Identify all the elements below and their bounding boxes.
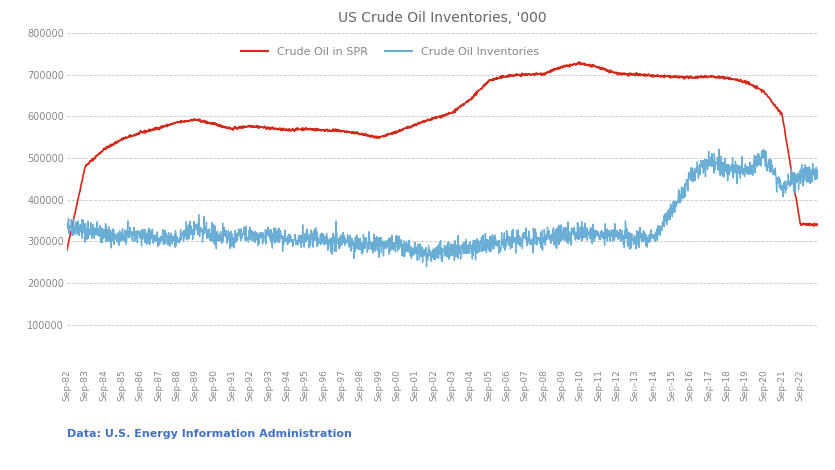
Text: Trade Like a Pro: Trade Like a Pro xyxy=(617,381,711,394)
Crude Oil in SPR xyxy=(707,73,717,79)
Crude Oil Inventories xyxy=(707,160,717,166)
Crude Oil in SPR xyxy=(441,113,451,118)
Crude Oil Inventories xyxy=(182,228,192,234)
Crude Oil in SPR xyxy=(273,126,283,132)
Crude Oil Inventories xyxy=(813,173,823,179)
Crude Oil in SPR xyxy=(227,126,237,132)
Crude Oil Inventories xyxy=(227,244,237,250)
Text: FxPro: FxPro xyxy=(621,335,706,360)
Text: Data: U.S. Energy Information Administration: Data: U.S. Energy Information Administra… xyxy=(67,429,352,439)
Crude Oil Inventories xyxy=(273,229,283,235)
Crude Oil Inventories xyxy=(706,164,716,170)
Crude Oil Inventories xyxy=(442,246,452,252)
Crude Oil in SPR xyxy=(706,74,716,79)
Crude Oil Inventories xyxy=(62,219,72,225)
Crude Oil in SPR xyxy=(62,248,72,253)
Line: Crude Oil in SPR: Crude Oil in SPR xyxy=(67,62,818,251)
Legend: Crude Oil in SPR, Crude Oil Inventories: Crude Oil in SPR, Crude Oil Inventories xyxy=(236,42,544,62)
Line: Crude Oil Inventories: Crude Oil Inventories xyxy=(67,149,818,266)
Crude Oil Inventories xyxy=(422,264,432,269)
Crude Oil in SPR xyxy=(813,222,823,227)
Crude Oil in SPR xyxy=(182,118,192,124)
Crude Oil in SPR xyxy=(574,59,584,65)
Crude Oil Inventories xyxy=(714,147,724,152)
Title: US Crude Oil Inventories, '000: US Crude Oil Inventories, '000 xyxy=(338,11,547,25)
